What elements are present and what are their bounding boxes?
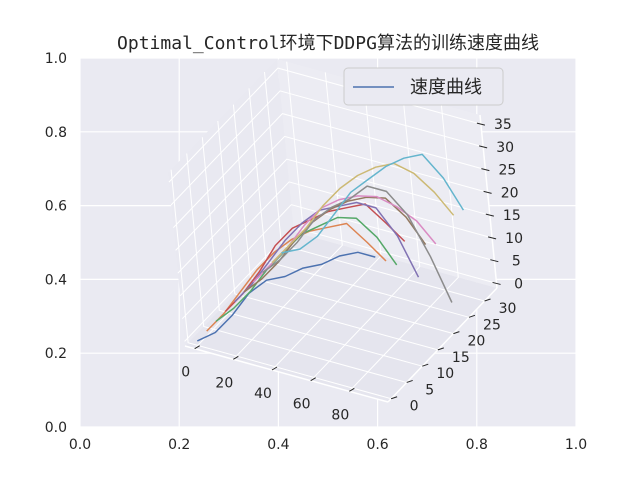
x-tick-label: 40 xyxy=(254,386,272,402)
outer-x-tick-label: 0.8 xyxy=(466,437,488,453)
legend: 速度曲线 xyxy=(343,67,504,106)
series-line xyxy=(262,185,453,303)
z-tick-mark xyxy=(485,213,494,217)
outer-y-tick-label: 0.0 xyxy=(45,420,67,436)
z-tick-label: 20 xyxy=(501,185,519,201)
z-tick-label: 15 xyxy=(503,208,521,224)
z-tick-label: 30 xyxy=(496,140,514,156)
y-tick-mark xyxy=(453,331,460,335)
y-gridline xyxy=(217,120,438,351)
y-tick-label: 25 xyxy=(483,317,501,333)
x-gridline xyxy=(348,104,459,392)
series-line xyxy=(206,222,387,332)
z-tick-mark xyxy=(479,145,488,149)
z-tick-mark xyxy=(487,236,497,240)
x-tick-mark xyxy=(194,345,200,350)
outer-y-tick-label: 0.8 xyxy=(45,125,67,141)
z-tick-label: 10 xyxy=(505,231,523,247)
z-gridline xyxy=(175,135,488,251)
chart-title: Optimal_Control环境下DDPG算法的训练速度曲线 xyxy=(117,33,539,54)
x-gridline xyxy=(232,72,343,360)
y-tick-label: 10 xyxy=(436,366,454,382)
z-tick-label: 25 xyxy=(498,163,516,179)
outer-y-tick-label: 0.4 xyxy=(45,272,67,288)
x-tick-mark xyxy=(233,355,239,360)
x-tick-mark xyxy=(310,377,316,382)
z-axis-line xyxy=(479,114,498,289)
z-tick-mark xyxy=(483,190,492,194)
series-lines xyxy=(196,153,465,342)
series-line xyxy=(271,162,455,264)
z-tick-mark xyxy=(476,122,486,126)
y-tick-label: 0 xyxy=(410,399,419,415)
y-gridline xyxy=(170,169,392,400)
outer-y-tick-label: 0.2 xyxy=(45,346,67,362)
x-gridline xyxy=(310,93,421,382)
z-gridline xyxy=(170,90,484,206)
legend-label: 速度曲线 xyxy=(410,77,482,98)
y-tick-mark xyxy=(468,314,476,318)
y-axis-line xyxy=(387,287,498,403)
x-axis-line xyxy=(184,345,389,403)
z-tick-label: 35 xyxy=(494,117,512,133)
outer-x-tick-label: 0.4 xyxy=(267,437,289,453)
left-pane xyxy=(168,59,294,346)
y-tick-mark xyxy=(390,396,398,400)
x-tick-label: 20 xyxy=(215,375,233,391)
z-gridline xyxy=(173,113,486,228)
legend-box xyxy=(343,67,504,106)
y-tick-label: 15 xyxy=(452,350,470,366)
y-tick-label: 30 xyxy=(499,301,517,317)
outer-x-tick-label: 0.2 xyxy=(168,437,190,453)
axes3d-axis-lines xyxy=(184,114,498,403)
outer-x-tick-label: 1.0 xyxy=(565,437,587,453)
outer-x-tick-label: 0.0 xyxy=(69,437,91,453)
y-tick-mark xyxy=(406,379,413,383)
z-tick-mark xyxy=(490,259,499,263)
x-tick-mark xyxy=(349,387,355,392)
x-tick-label: 0 xyxy=(181,365,190,381)
y-tick-label: 20 xyxy=(467,334,485,350)
y-tick-label: 5 xyxy=(425,382,434,398)
outer-y-tick-label: 0.6 xyxy=(45,199,67,215)
x-tick-label: 60 xyxy=(293,397,311,413)
x-tick-label: 80 xyxy=(331,407,349,423)
outer-tick-labels: 0.0 0.2 0.4 0.6 0.8 1.0 0.0 0.2 0.4 0.6 0.8 1.0 xyxy=(45,51,587,453)
axes3d-grid xyxy=(168,61,497,400)
z-gridline xyxy=(181,204,495,320)
y-tick-mark xyxy=(422,363,429,367)
series-line xyxy=(196,251,376,342)
x-tick-mark xyxy=(271,366,278,371)
z-tick-mark xyxy=(481,168,490,172)
z-tick-label: 0 xyxy=(514,276,523,292)
z-gridline xyxy=(179,181,493,297)
outer-x-tick-label: 0.6 xyxy=(366,437,388,453)
series-line xyxy=(281,153,465,254)
y-gridline xyxy=(201,137,423,367)
y-tick-mark xyxy=(484,298,491,302)
z-tick-mark xyxy=(492,281,501,285)
y-gridline xyxy=(186,153,407,383)
y-tick-mark xyxy=(437,347,444,351)
z-tick-label: 5 xyxy=(512,254,521,270)
outer-y-tick-label: 1.0 xyxy=(45,51,67,67)
z-gridline xyxy=(177,158,490,274)
